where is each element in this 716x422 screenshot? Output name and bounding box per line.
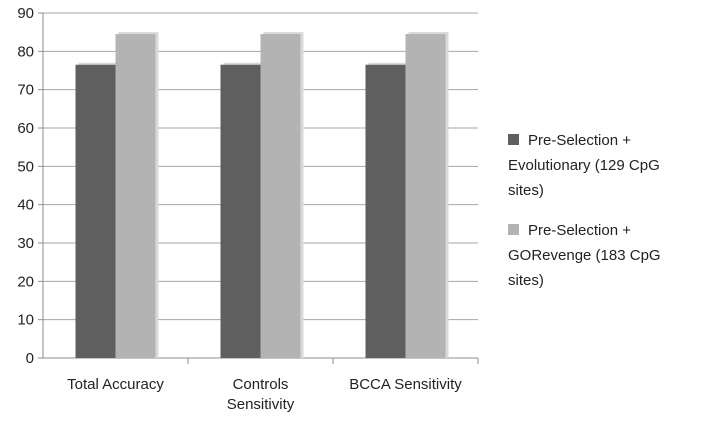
legend-line: sites) [508,272,544,289]
bar-1 [365,64,406,358]
bar-1 [75,64,116,358]
legend-line: Pre-Selection + [508,128,713,153]
y-tick-label: 40 [17,197,34,214]
x-category-label: Sensitivity [227,396,295,413]
legend-item-series-1: Pre-Selection + Evolutionary (129 CpG si… [508,128,713,203]
y-tick-label: 90 [17,5,34,22]
legend-swatch-series-1 [508,134,519,145]
y-tick-label: 10 [17,312,34,329]
x-category-label: Controls [233,376,289,393]
legend-text: Pre-Selection + [528,222,631,239]
bar-2 [405,34,446,358]
y-tick-label: 50 [17,158,34,175]
legend-line: GORevenge (183 CpG [508,247,661,264]
y-tick-label: 70 [17,82,34,99]
x-category-label: BCCA Sensitivity [349,376,462,393]
y-tick-label: 30 [17,235,34,252]
legend-line: Evolutionary (129 CpG [508,157,660,174]
y-tick-label: 0 [26,350,34,367]
y-tick-label: 80 [17,43,34,60]
y-tick-label: 60 [17,120,34,137]
y-tick-label: 20 [17,273,34,290]
legend-line: sites) [508,182,544,199]
bar-2 [115,34,156,358]
x-category-label: Total Accuracy [67,376,164,393]
legend-item-series-2: Pre-Selection + GORevenge (183 CpG sites… [508,218,713,293]
legend-line: Pre-Selection + [508,218,713,243]
legend-swatch-series-2 [508,224,519,235]
bar-1 [220,64,261,358]
legend-text: Pre-Selection + [528,132,631,149]
bar-2 [260,34,301,358]
